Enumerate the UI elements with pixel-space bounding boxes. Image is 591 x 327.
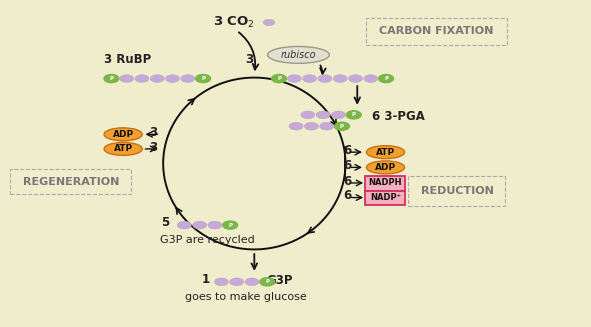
Text: 3: 3: [149, 126, 157, 139]
Circle shape: [223, 221, 238, 229]
Text: CARBON FIXATION: CARBON FIXATION: [379, 26, 494, 36]
Circle shape: [215, 278, 229, 286]
Circle shape: [363, 75, 378, 82]
Text: ATP: ATP: [376, 148, 395, 157]
Circle shape: [135, 75, 149, 82]
Text: NADP⁺: NADP⁺: [370, 193, 401, 202]
Text: 3 CO$_2$: 3 CO$_2$: [213, 15, 255, 30]
Circle shape: [272, 75, 287, 83]
Text: P: P: [201, 76, 205, 81]
Circle shape: [304, 122, 319, 130]
Circle shape: [332, 111, 346, 119]
Circle shape: [181, 75, 195, 82]
Text: 1: 1: [202, 273, 210, 286]
Circle shape: [333, 75, 348, 82]
Text: 6 3-PGA: 6 3-PGA: [372, 110, 425, 123]
Ellipse shape: [268, 46, 329, 63]
Text: P: P: [265, 279, 269, 284]
Text: 6: 6: [343, 144, 352, 157]
Text: goes to make glucose: goes to make glucose: [184, 292, 306, 302]
Circle shape: [208, 221, 222, 229]
Text: 3: 3: [245, 53, 254, 66]
Circle shape: [150, 75, 164, 82]
Text: 6: 6: [343, 159, 352, 172]
Circle shape: [318, 75, 332, 82]
Text: P: P: [352, 112, 356, 117]
Text: P: P: [384, 76, 388, 81]
Text: ATP: ATP: [113, 145, 133, 153]
Circle shape: [320, 122, 334, 130]
Ellipse shape: [366, 161, 405, 174]
Text: rubisco: rubisco: [281, 50, 316, 60]
Circle shape: [301, 111, 315, 119]
Text: 3 RuBP: 3 RuBP: [105, 53, 151, 66]
Text: REGENERATION: REGENERATION: [22, 177, 119, 187]
Circle shape: [379, 75, 394, 83]
Circle shape: [230, 278, 243, 286]
Ellipse shape: [104, 128, 142, 141]
Circle shape: [177, 221, 191, 229]
Text: 3: 3: [149, 141, 157, 154]
Circle shape: [316, 111, 330, 119]
Text: 6: 6: [343, 189, 352, 202]
Circle shape: [260, 278, 275, 286]
Text: P: P: [340, 124, 344, 129]
Text: G3P are recycled: G3P are recycled: [160, 235, 255, 245]
Circle shape: [165, 75, 180, 82]
Text: 5: 5: [161, 216, 169, 229]
Text: ADP: ADP: [113, 130, 134, 139]
Circle shape: [289, 122, 303, 130]
Text: 6: 6: [343, 175, 352, 188]
Text: P: P: [109, 76, 113, 81]
Text: REDUCTION: REDUCTION: [421, 186, 493, 197]
Circle shape: [287, 75, 301, 82]
Ellipse shape: [366, 146, 405, 159]
FancyBboxPatch shape: [365, 177, 405, 191]
Circle shape: [263, 19, 275, 26]
Circle shape: [104, 75, 119, 83]
Ellipse shape: [104, 143, 142, 155]
Circle shape: [349, 75, 362, 82]
Circle shape: [193, 221, 207, 229]
Circle shape: [245, 278, 259, 286]
FancyBboxPatch shape: [365, 191, 405, 205]
Text: ADP: ADP: [375, 163, 396, 172]
Text: NADPH: NADPH: [369, 179, 402, 187]
Text: P: P: [228, 223, 232, 228]
Circle shape: [119, 75, 134, 82]
Circle shape: [346, 111, 361, 119]
Text: G3P: G3P: [266, 274, 293, 287]
Circle shape: [196, 75, 210, 83]
Circle shape: [303, 75, 317, 82]
Circle shape: [335, 122, 349, 130]
Text: P: P: [277, 76, 281, 81]
